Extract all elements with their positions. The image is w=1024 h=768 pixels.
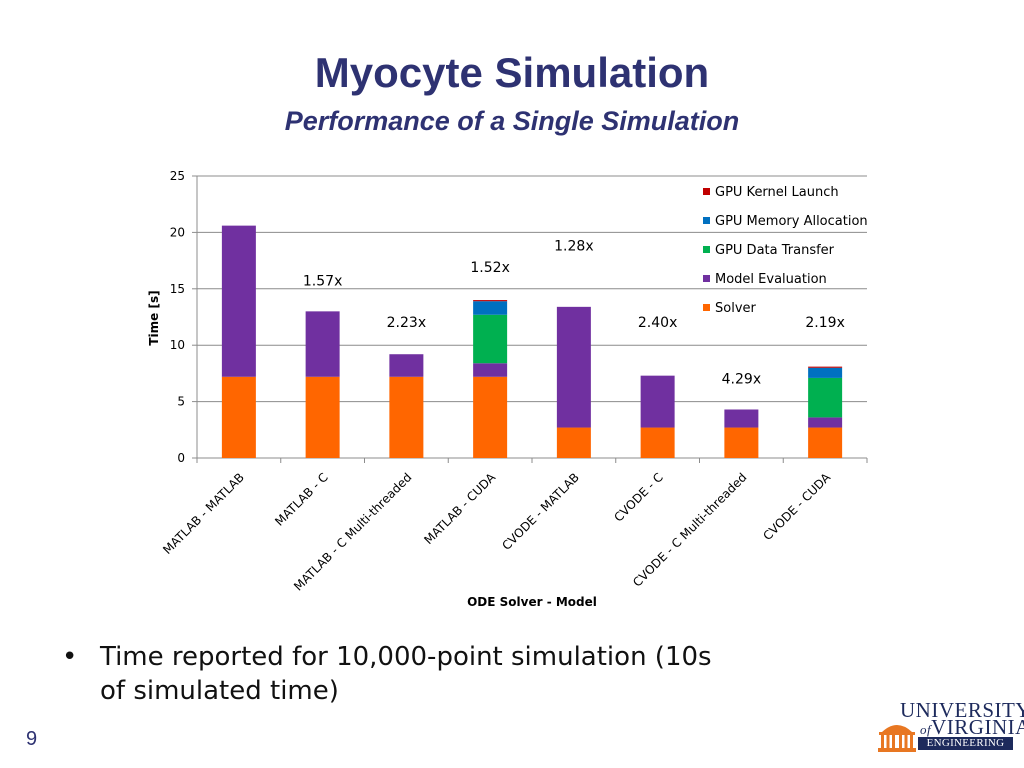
bar-segment [389,376,424,458]
legend-swatch [703,275,710,282]
y-tick-label: 10 [170,338,185,352]
x-axis-title: ODE Solver - Model [467,595,597,609]
logo-engineering-text: ENGINEERING [918,737,1013,750]
logo-of-text: of [920,722,932,737]
y-axis-title: Time [s] [147,290,161,345]
legend-label: Solver [715,301,757,316]
y-tick-label: 5 [177,395,185,409]
bar-segment [473,314,508,364]
legend-label: GPU Data Transfer [715,243,835,258]
bar-segment [473,301,508,315]
bar-segment [808,417,843,428]
speedup-annotation: 2.19x [805,315,844,331]
speedup-annotation: 1.28x [554,238,593,254]
bar-segment [724,427,759,458]
university-logo: UNIVERSITY ofVIRGINIA ENGINEERING [878,698,1024,754]
bullet-dot-icon: • [62,642,78,672]
legend-swatch [703,246,710,253]
legend-swatch [703,188,710,195]
bar-segment [808,377,843,418]
legend-swatch [703,217,710,224]
bar-segment [305,311,340,377]
bar-segment [473,300,508,302]
bar-segment [808,366,843,368]
slide-title: Myocyte Simulation [314,49,710,96]
bar-segment [473,363,508,377]
page-number: 9 [26,728,38,750]
bar-segment [640,375,675,428]
bar-segment [640,427,675,458]
bar-segment [473,376,508,458]
speedup-annotation: 1.57x [303,273,342,289]
y-tick-label: 25 [170,169,185,183]
speedup-annotation: 1.52x [470,260,509,276]
logo-virginia-line: ofVIRGINIA [920,715,1024,740]
bar-segment [305,376,340,458]
bar-segment [724,409,759,428]
x-tick-label: CVODE - C [611,470,665,524]
x-tick-label: CVODE - CUDA [760,470,833,543]
logo-university-text: UNIVERSITY [900,698,1024,722]
speedup-annotation: 2.23x [387,315,426,331]
x-tick-label: CVODE - MATLAB [499,470,582,553]
speedup-annotation: 4.29x [722,372,761,388]
bar-segment [556,306,591,428]
stacked-bar-chart: 0 5 10 15 20 25 MATLAB - MATLAB MATLAB - C MATLA… [147,169,868,609]
bullet-text: Time reported for 10,000-point simulatio… [100,642,712,706]
bar-segment [389,354,424,377]
rotunda-icon [878,725,916,752]
y-tick-label: 15 [170,282,185,296]
x-tick-label: MATLAB - C [272,470,330,528]
slide-subtitle: Performance of a Single Simulation [284,106,740,136]
bar-segment [221,225,256,377]
legend-swatch [703,304,710,311]
legend-label: GPU Memory Allocation [715,214,868,229]
logo-virginia-text: VIRGINIA [931,715,1024,739]
bar-segment [221,376,256,458]
bar-segment [556,427,591,458]
y-tick-label: 0 [177,451,185,465]
x-tick-label: MATLAB - CUDA [421,470,498,547]
y-tick-label: 20 [170,225,185,239]
legend-label: GPU Kernel Launch [715,185,839,200]
legend-label: Model Evaluation [715,272,827,287]
bar-segment [808,367,843,378]
bar-segment [808,427,843,458]
x-tick-label: MATLAB - MATLAB [160,470,247,557]
speedup-annotation: 2.40x [638,315,677,331]
